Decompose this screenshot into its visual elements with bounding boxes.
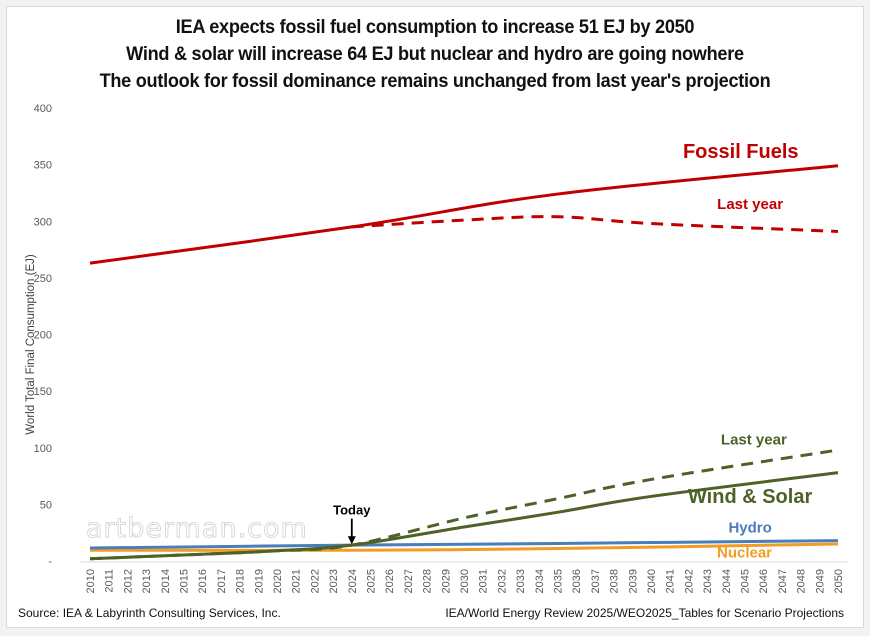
- x-tick-label: 2025: [366, 569, 378, 593]
- x-tick-label: 2031: [478, 569, 490, 593]
- y-tick-label: 50: [40, 499, 52, 511]
- annotation-nuclear: Nuclear: [717, 545, 772, 562]
- y-tick-label: 300: [34, 216, 52, 228]
- series-line-fossil-fuels: [89, 164, 839, 265]
- x-tick-label: 2043: [702, 569, 714, 593]
- x-tick-label: 2027: [403, 569, 415, 593]
- x-tick-label: 2029: [440, 569, 452, 593]
- x-tick-label: 2039: [627, 569, 639, 593]
- x-tick-label: 2034: [534, 569, 546, 593]
- x-tick-label: 2011: [104, 569, 116, 593]
- y-tick-label: -: [48, 556, 52, 568]
- x-tick-label: 2014: [160, 569, 172, 593]
- x-tick-label: 2021: [291, 569, 303, 593]
- y-tick-label: 350: [34, 160, 52, 172]
- x-tick-label: 2019: [253, 569, 265, 593]
- y-axis-title: World Total Final Consumption (EJ): [25, 254, 37, 435]
- series-line-nuclear: [89, 542, 839, 552]
- footer-source-right: IEA/World Energy Review 2025/WEO2025_Tab…: [445, 606, 844, 620]
- x-tick-label: 2049: [814, 569, 826, 593]
- x-tick-label: 2033: [515, 569, 527, 593]
- y-tick-label: 400: [34, 103, 52, 115]
- x-tick-label: 2010: [85, 569, 97, 593]
- x-tick-label: 2036: [571, 569, 583, 593]
- x-tick-label: 2023: [328, 569, 340, 593]
- x-tick-label: 2040: [646, 569, 658, 593]
- x-tick-label: 2012: [122, 569, 134, 593]
- x-tick-label: 2032: [496, 569, 508, 593]
- x-tick-label: 2048: [796, 569, 808, 593]
- x-tick-label: 2038: [609, 569, 621, 593]
- watermark: artberman.com: [86, 513, 308, 544]
- x-tick-label: 2022: [309, 569, 321, 593]
- series-line-wind-solar-last-year: [89, 448, 839, 561]
- x-tick-label: 2046: [758, 569, 770, 593]
- x-tick-label: 2035: [553, 569, 565, 593]
- x-tick-label: 2017: [216, 569, 228, 593]
- y-tick-label: 100: [34, 443, 52, 455]
- x-tick-label: 2047: [777, 569, 789, 593]
- annotation-fossil-fuels: Fossil Fuels: [683, 141, 799, 163]
- title-line-3: The outlook for fossil dominance remains…: [99, 70, 771, 92]
- annotation-today: Today: [333, 503, 371, 518]
- x-tick-label: 2028: [422, 569, 434, 593]
- x-tick-label: 2037: [590, 569, 602, 593]
- annotation-hydro: Hydro: [728, 520, 771, 537]
- x-tick-label: 2016: [197, 569, 209, 593]
- x-tick-label: 2015: [179, 569, 191, 593]
- series-line-wind-solar: [89, 471, 839, 561]
- x-tick-label: 2020: [272, 569, 284, 593]
- title-line-2: Wind & solar will increase 64 EJ but nuc…: [126, 43, 744, 65]
- x-tick-label: 2026: [384, 569, 396, 593]
- annotation-last-year: Last year: [721, 431, 787, 448]
- y-tick-label: 150: [34, 386, 52, 398]
- chart-title: IEA expects fossil fuel consumption to i…: [0, 14, 870, 95]
- title-line-1: IEA expects fossil fuel consumption to i…: [175, 16, 695, 38]
- footer-source-left: Source: IEA & Labyrinth Consulting Servi…: [18, 606, 281, 620]
- y-tick-label: 200: [34, 330, 52, 342]
- x-tick-label: 2013: [141, 569, 153, 593]
- x-tick-label: 2042: [683, 569, 695, 593]
- x-tick-label: 2024: [347, 569, 359, 593]
- x-tick-label: 2041: [665, 569, 677, 593]
- today-arrow-icon: [347, 536, 356, 545]
- x-tick-label: 2018: [235, 569, 247, 593]
- x-tick-label: 2050: [833, 569, 845, 593]
- x-tick-label: 2045: [740, 569, 752, 593]
- series-line-fossil-fuels-last-year: [351, 215, 839, 233]
- annotation-wind-solar: Wind & Solar: [688, 486, 812, 508]
- series-line-hydro: [89, 539, 839, 550]
- x-tick-label: 2044: [721, 569, 733, 593]
- x-tick-label: 2030: [459, 569, 471, 593]
- annotation-last-year: Last year: [717, 196, 783, 213]
- y-tick-label: 250: [34, 273, 52, 285]
